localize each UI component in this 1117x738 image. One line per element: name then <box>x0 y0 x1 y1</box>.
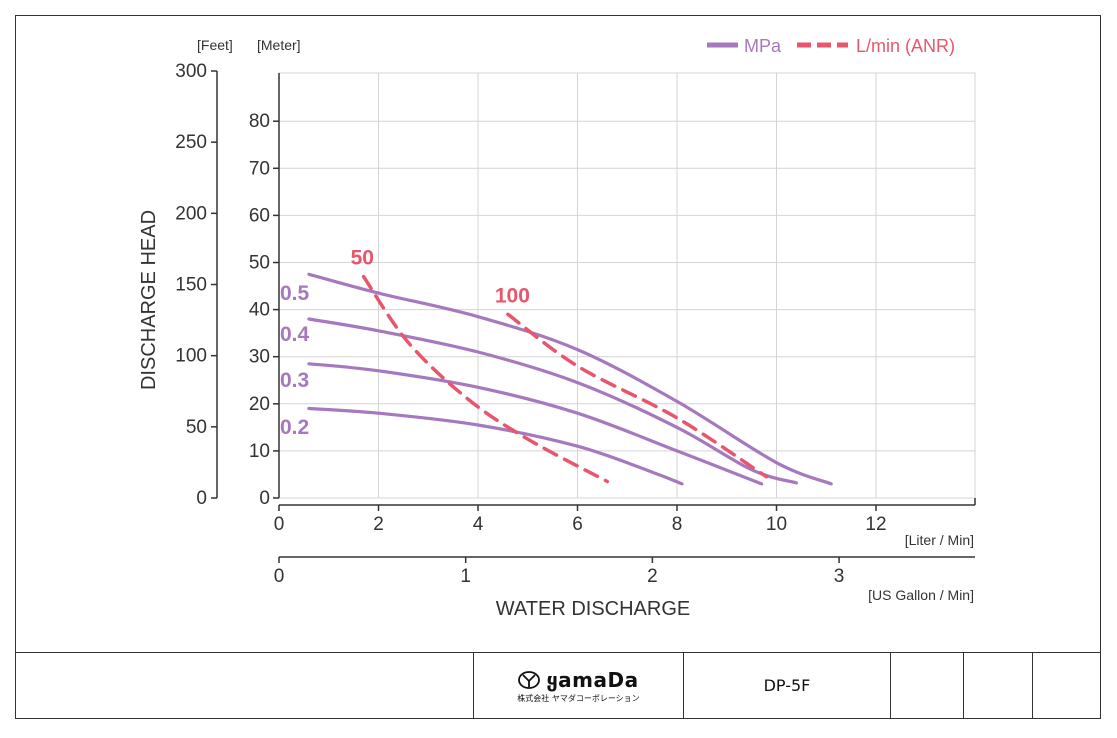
left-unit-label: [Feet] <box>197 37 233 53</box>
series-label-0.5: 0.5 <box>280 282 310 305</box>
x-tick-label: 8 <box>672 514 683 535</box>
series-line-air-100 <box>506 312 769 479</box>
blank-cell-1 <box>890 652 963 719</box>
right-unit-label: [Meter] <box>257 37 301 53</box>
feet-tick-label: 0 <box>196 488 207 509</box>
x-tick-label: 4 <box>473 514 484 535</box>
x-secondary-unit: [US Gallon / Min] <box>868 587 974 603</box>
gallon-tick-label: 0 <box>274 566 285 587</box>
x-tick-label: 0 <box>274 514 285 535</box>
series-label-50: 50 <box>351 247 374 270</box>
x-primary-unit: [Liter / Min] <box>905 532 974 548</box>
legend: MPa L/min (ANR) <box>707 36 955 56</box>
series-line-air-50 <box>361 274 610 484</box>
legend-air-label: L/min (ANR) <box>856 36 955 56</box>
x-axis-label: WATER DISCHARGE <box>496 598 690 620</box>
feet-tick-label: 50 <box>186 417 207 438</box>
feet-tick-label: 250 <box>175 132 207 153</box>
gallon-tick-label: 2 <box>647 566 658 587</box>
meter-tick-label: 0 <box>259 488 270 509</box>
legend-mpa-label: MPa <box>744 36 782 56</box>
meter-tick-label: 60 <box>249 205 270 226</box>
logo-wordmark: ყamaDa <box>546 667 639 692</box>
labels-layer: 0.5 0.4 0.3 0.2 50 100 <box>280 247 530 439</box>
series-label-100: 100 <box>495 284 530 307</box>
series-line-pressure-0.3 <box>307 362 764 486</box>
gallon-tick-label: 3 <box>834 566 845 587</box>
series-label-0.4: 0.4 <box>280 323 310 346</box>
series-label-0.2: 0.2 <box>280 416 309 439</box>
meter-tick-label: 20 <box>249 394 270 415</box>
blank-cell-2 <box>963 652 1032 719</box>
x-tick-label: 6 <box>572 514 583 535</box>
x-tick-label: 10 <box>766 514 787 535</box>
model-cell: DP-5F <box>683 652 890 719</box>
blank-cell-3 <box>1032 652 1101 719</box>
meter-tick-label: 70 <box>249 158 270 179</box>
meter-tick-label: 30 <box>249 347 270 368</box>
feet-tick-label: 150 <box>175 275 207 296</box>
model-number: DP-5F <box>763 676 811 695</box>
logo-subtitle: 株式会社 ヤマダコーポレーション <box>517 693 640 703</box>
yamada-emblem-icon <box>518 670 541 689</box>
meter-tick-label: 50 <box>249 253 270 274</box>
feet-tick-label: 200 <box>175 203 207 224</box>
grid <box>278 72 976 499</box>
meter-tick-label: 80 <box>249 111 270 132</box>
series-line-pressure-0.4 <box>307 317 798 485</box>
drawing-frame <box>15 15 1101 719</box>
series-layer <box>307 272 833 486</box>
yamada-logo: ყamaDa 株式会社 ヤマダコーポレーション <box>517 668 639 704</box>
series-line-pressure-0.5 <box>307 272 833 486</box>
x-tick-label: 12 <box>865 514 886 535</box>
logo-cell: ყamaDa 株式会社 ヤマダコーポレーション <box>473 652 683 719</box>
title-block: ყamaDa 株式会社 ヤマダコーポレーション DP-5F <box>15 652 1101 719</box>
meter-tick-label: 10 <box>249 441 270 462</box>
meter-tick-label: 40 <box>249 300 270 321</box>
plot-area <box>278 72 976 499</box>
y-axis-label: DISCHARGE HEAD <box>138 210 160 390</box>
feet-tick-label: 100 <box>175 346 207 367</box>
title-block-divider <box>15 652 1101 653</box>
feet-tick-label: 300 <box>175 61 207 82</box>
series-label-0.3: 0.3 <box>280 369 309 392</box>
gallon-tick-label: 1 <box>460 566 471 587</box>
x-tick-label: 2 <box>373 514 384 535</box>
